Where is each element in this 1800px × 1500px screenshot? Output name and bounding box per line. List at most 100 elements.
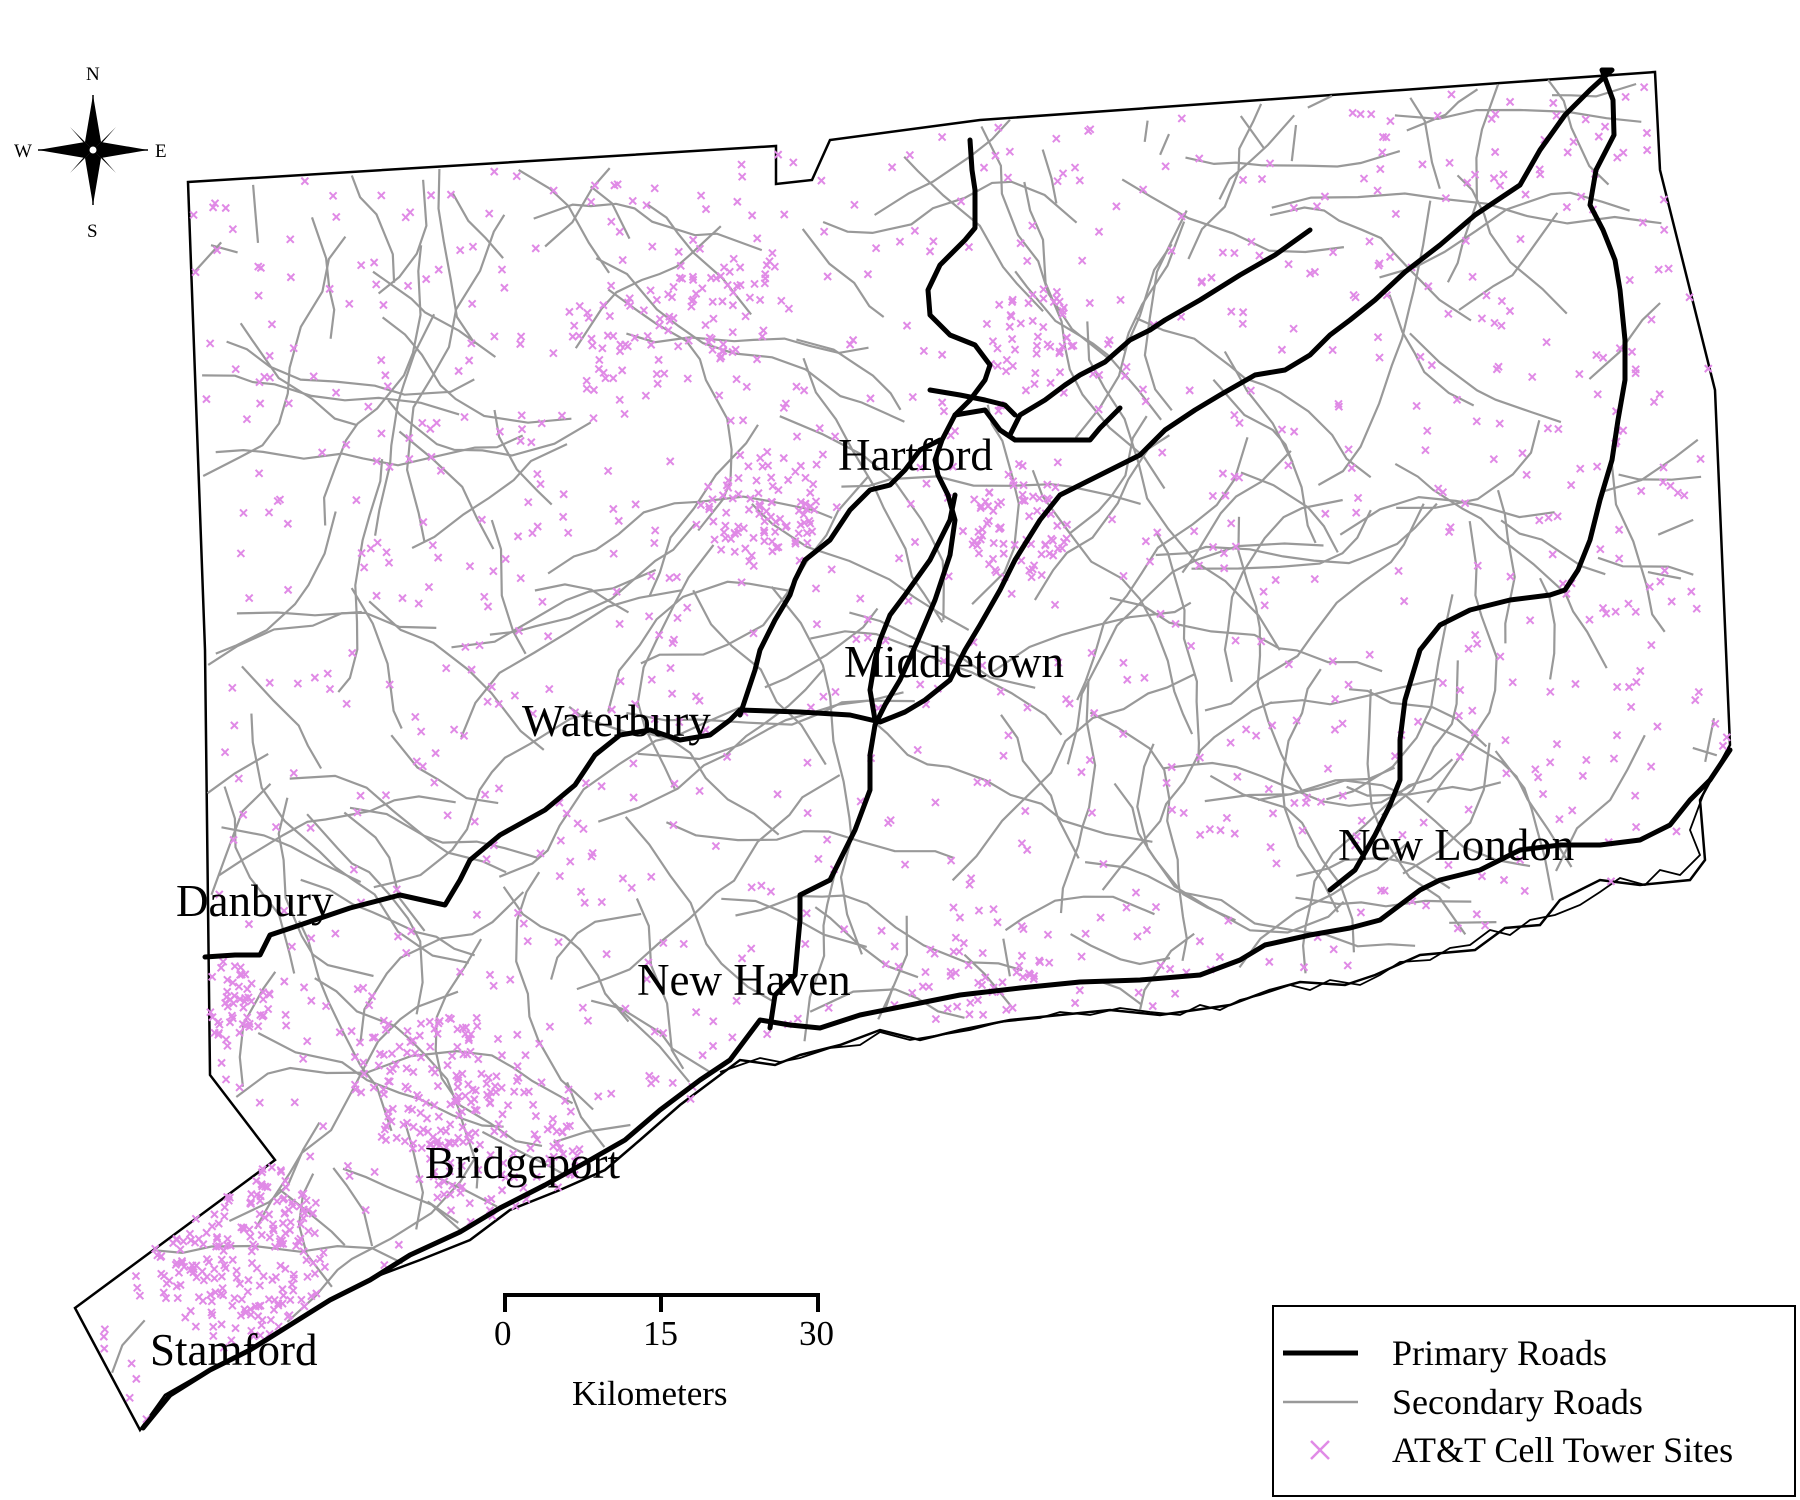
cell-tower-mark xyxy=(1468,706,1477,715)
cell-tower-mark xyxy=(133,1283,142,1293)
cell-tower-mark xyxy=(722,508,731,517)
cell-tower-mark xyxy=(1284,461,1293,470)
cell-tower-mark xyxy=(477,1069,486,1079)
cell-tower-mark xyxy=(1427,360,1437,370)
cell-tower-mark xyxy=(530,1130,539,1139)
cell-tower-mark xyxy=(1010,540,1019,550)
cell-tower-mark xyxy=(528,709,538,718)
cell-tower-mark xyxy=(768,481,777,491)
cell-tower-mark xyxy=(472,910,482,919)
cell-tower-mark xyxy=(245,1225,254,1234)
cell-tower-mark xyxy=(1142,925,1152,935)
cell-tower-mark xyxy=(192,1273,201,1282)
cell-tower-mark xyxy=(288,1201,297,1210)
secondary-road xyxy=(310,217,336,339)
cell-tower-mark xyxy=(1489,455,1499,464)
secondary-road xyxy=(1066,542,1324,765)
cell-tower-mark xyxy=(719,528,729,537)
cell-tower-mark xyxy=(580,898,589,907)
cell-tower-mark xyxy=(1030,379,1039,389)
cell-tower-mark xyxy=(394,1240,404,1249)
cell-tower-mark xyxy=(705,333,715,342)
cell-tower-mark xyxy=(357,548,366,558)
cell-tower-mark xyxy=(979,163,989,172)
cell-tower-mark xyxy=(545,1022,555,1031)
cell-tower-mark xyxy=(614,516,623,526)
cell-tower-mark xyxy=(747,551,756,560)
cell-tower-mark xyxy=(1028,316,1037,326)
cell-tower-mark xyxy=(1385,252,1395,262)
cell-tower-mark xyxy=(1012,968,1021,977)
cell-tower-mark xyxy=(695,786,704,796)
cell-tower-mark xyxy=(568,332,577,341)
cell-tower-mark xyxy=(1185,386,1194,395)
cell-tower-mark xyxy=(621,1004,630,1013)
cell-tower-mark xyxy=(1505,97,1515,107)
cell-tower-mark xyxy=(684,336,693,345)
cell-tower-mark xyxy=(915,680,925,689)
cell-tower-mark xyxy=(1230,472,1239,481)
cell-tower-mark xyxy=(1497,296,1507,306)
cell-tower-mark xyxy=(556,836,566,845)
cell-tower-mark xyxy=(766,473,776,482)
cell-tower-mark xyxy=(698,1051,707,1060)
cell-tower-mark xyxy=(615,227,624,236)
cell-tower-mark xyxy=(977,531,987,540)
cell-tower-mark xyxy=(780,210,789,219)
cell-tower-mark xyxy=(247,1247,256,1256)
cell-tower-mark xyxy=(672,572,682,582)
cell-tower-mark xyxy=(628,196,637,206)
cell-tower-mark xyxy=(1186,641,1196,651)
cell-tower-mark xyxy=(1007,297,1017,307)
cell-tower-mark xyxy=(642,200,651,210)
secondary-road xyxy=(534,583,630,614)
cell-tower-mark xyxy=(1148,1001,1157,1011)
cell-tower-mark xyxy=(400,1137,410,1146)
cell-tower-mark xyxy=(695,244,705,254)
cell-tower-mark xyxy=(1391,209,1401,219)
secondary-road xyxy=(226,340,475,396)
cell-tower-mark xyxy=(545,684,554,694)
cell-tower-mark xyxy=(1329,945,1338,954)
secondary-road xyxy=(1076,436,1249,701)
cell-tower-mark xyxy=(650,538,659,548)
cell-tower-mark xyxy=(254,1301,264,1311)
cell-tower-mark xyxy=(745,556,754,566)
cell-tower-mark xyxy=(1218,469,1228,478)
cell-tower-mark xyxy=(226,995,235,1004)
cell-tower-mark xyxy=(455,1111,464,1120)
cell-tower-mark xyxy=(317,448,327,457)
cell-tower-mark xyxy=(223,1041,232,1051)
cell-tower-mark xyxy=(235,1028,244,1037)
cell-tower-mark xyxy=(1233,772,1242,781)
cell-tower-mark xyxy=(985,488,994,497)
cell-tower-mark xyxy=(827,565,836,574)
compass-north-label: N xyxy=(86,64,100,85)
cell-tower-mark xyxy=(1366,109,1376,119)
cell-tower-mark xyxy=(1334,402,1344,411)
secondary-road xyxy=(770,586,863,955)
cell-tower-mark xyxy=(156,1252,165,1262)
cell-tower-mark xyxy=(630,699,640,709)
cell-tower-mark xyxy=(367,991,377,1001)
cell-tower-mark xyxy=(416,727,426,736)
cell-tower-mark xyxy=(290,1098,299,1107)
cell-tower-mark xyxy=(554,937,563,947)
cell-tower-mark xyxy=(1151,902,1161,912)
cell-tower-mark xyxy=(343,1161,353,1171)
cell-tower-mark xyxy=(1386,116,1395,126)
cell-tower-mark xyxy=(629,793,638,802)
cell-tower-mark xyxy=(753,234,762,243)
cell-tower-mark xyxy=(794,529,803,538)
cell-tower-mark xyxy=(1070,163,1080,172)
cell-tower-mark xyxy=(292,1241,301,1251)
cell-tower-mark xyxy=(228,683,237,692)
cell-tower-mark xyxy=(523,936,532,946)
cell-tower-mark xyxy=(767,497,777,507)
cell-tower-mark xyxy=(563,528,573,538)
cell-tower-mark xyxy=(246,1305,255,1314)
cell-tower-mark xyxy=(652,295,662,305)
cell-tower-mark xyxy=(356,791,365,800)
cell-tower-mark xyxy=(627,883,636,892)
cell-tower-mark xyxy=(497,1083,506,1092)
